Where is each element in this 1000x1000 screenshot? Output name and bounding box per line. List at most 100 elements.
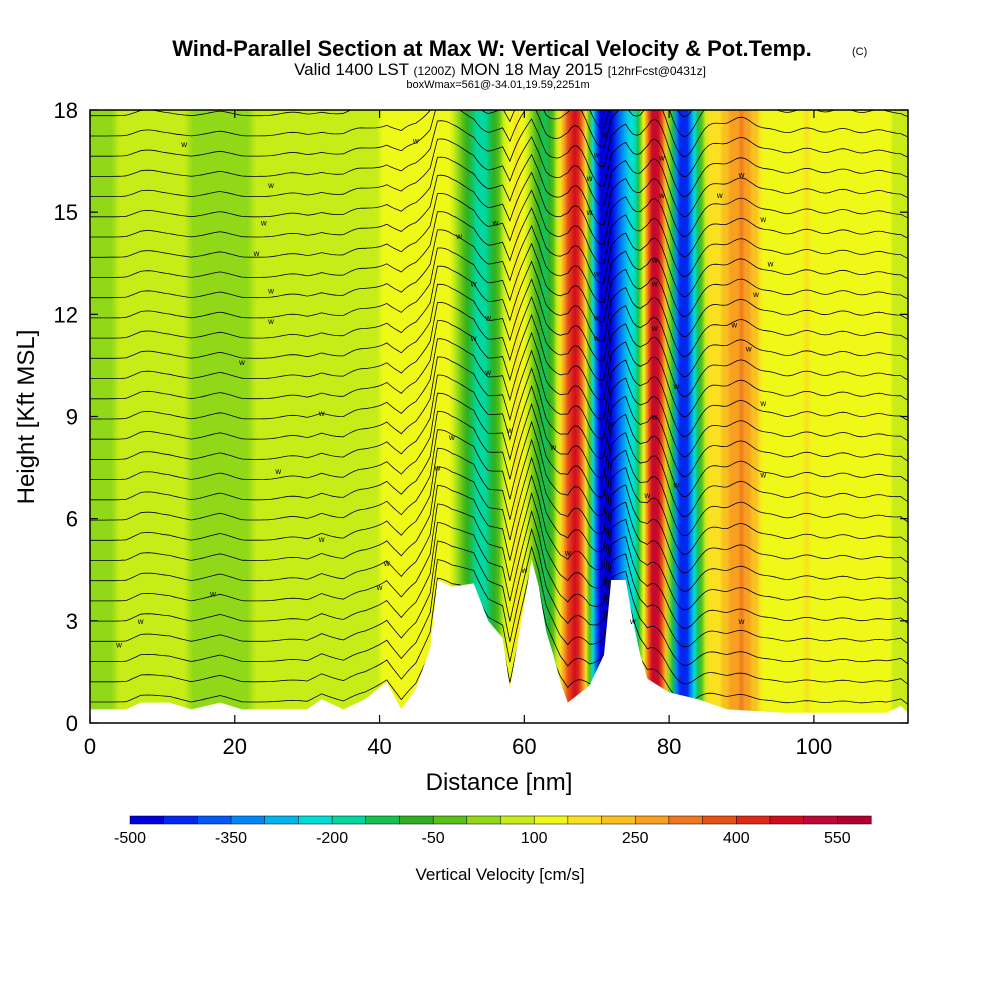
isentrope-line [90, 491, 908, 611]
contour-label: w [629, 617, 636, 626]
isentrope-line [90, 224, 908, 318]
isentrope-line [90, 207, 908, 298]
contour-label: w [600, 130, 607, 139]
x-tick-label: 20 [223, 734, 247, 759]
vertical-velocity-field [90, 110, 908, 723]
isentrope-line [90, 474, 908, 592]
colorbar-swatch [634, 815, 670, 825]
chart-title: Wind-Parallel Section at Max W: Vertical… [172, 36, 812, 61]
contour-label: w [593, 150, 600, 159]
colorbar [129, 815, 872, 825]
subtitle-valid: Valid 1400 LST [294, 60, 409, 79]
isentrope-line [90, 456, 908, 574]
isentrope-line [90, 545, 908, 666]
contour-label: w [253, 249, 260, 258]
contour-label: w [658, 191, 665, 200]
colorbar-tick-label: 100 [521, 830, 548, 847]
colorbar-swatch [230, 815, 266, 825]
contour-label: w [506, 426, 513, 435]
isentrope-line [90, 509, 908, 629]
colorbar-swatch [331, 815, 367, 825]
box-info: boxWmax=561@-34.01,19.59,2251m [406, 79, 589, 91]
contour-label: w [267, 317, 274, 326]
contour-label: w [767, 259, 774, 268]
y-tick-label: 18 [54, 98, 78, 123]
colorbar-swatch [803, 815, 838, 825]
x-tick-label: 60 [512, 734, 536, 759]
isentrope-line [90, 110, 908, 138]
contour-label: w [593, 269, 600, 278]
contour-label: w [752, 290, 759, 299]
contour-label: w [238, 358, 245, 367]
colorbar-swatch [702, 815, 737, 825]
contour-label: w [318, 535, 325, 544]
y-tick-label: 12 [54, 302, 78, 327]
isentrope-line [90, 278, 908, 378]
isentrope-line [90, 384, 908, 498]
contour-labels: w w w w w w w w w w w w w w w w w w w w w w w w w w w w w w w w w w w w w w w w… [115, 130, 774, 650]
subtitle-date: MON 18 May 2015 [460, 60, 603, 79]
colorbar-tick-label: -50 [422, 830, 445, 847]
contour-label: w [180, 140, 187, 149]
contour-label: w [484, 368, 491, 377]
colorbar-label: Vertical Velocity [cm/s] [415, 865, 584, 884]
contour-label: w [759, 215, 766, 224]
contour-label: w [644, 491, 651, 500]
contour-label: w [470, 334, 477, 343]
isentrope-line [90, 135, 908, 218]
isentrope-line [90, 349, 908, 458]
contour-label: w [658, 154, 665, 163]
contour-label: w [759, 470, 766, 479]
x-axis-label: Distance [nm] [426, 769, 573, 796]
colorbar-tick-label: 250 [622, 830, 649, 847]
isentrope-line [90, 295, 908, 398]
isentrope-line [90, 171, 908, 258]
colorbar-swatch [163, 815, 198, 825]
x-tick-label: 100 [796, 734, 833, 759]
x-tick-label: 80 [657, 734, 681, 759]
isentrope-line [90, 189, 908, 278]
colorbar-swatch [500, 815, 535, 825]
y-tick-label: 15 [54, 200, 78, 225]
contour-label: w [651, 280, 658, 289]
colorbar-swatch [197, 815, 232, 825]
colorbar-swatch [298, 815, 333, 825]
colorbar-swatch [129, 815, 165, 825]
isentrope-line [90, 563, 908, 685]
contour-label: w [115, 641, 122, 650]
colorbar-swatch [668, 815, 704, 825]
colorbar-tick-label: -500 [114, 830, 146, 847]
contour-label: w [586, 208, 593, 217]
contour-label: w [586, 174, 593, 183]
isentrope-line [90, 118, 908, 198]
subtitle-forecast: [12hrFcst@0431z] [608, 64, 706, 78]
contour-label: w [738, 617, 745, 626]
isentrope-line [90, 402, 908, 518]
colorbar-tick-label: 400 [723, 830, 750, 847]
x-tick-label: 0 [84, 734, 96, 759]
contour-label: w [549, 443, 556, 452]
contour-label: w [484, 314, 491, 323]
isentrope-line [90, 420, 908, 537]
contour-label: w [593, 334, 600, 343]
contour-label: w [672, 382, 679, 391]
contour-label: w [491, 218, 498, 227]
contour-label: w [651, 413, 658, 422]
contour-label: w [745, 344, 752, 353]
plot-area: w w w w w w w w w w w w w w w w w w w w w w w w w w w w w w w w w w w w w w w w… [90, 110, 908, 723]
contour-label: w [267, 286, 274, 295]
x-axis-ticks: 0 20 40 60 80 100 [84, 110, 832, 759]
y-tick-label: 3 [66, 609, 78, 634]
y-axis-label: Height [Kft MSL] [13, 330, 40, 505]
contour-label: w [267, 181, 274, 190]
contour-label: w [738, 171, 745, 180]
contour-label: w [730, 321, 737, 330]
x-tick-label: 40 [367, 734, 391, 759]
isentrope-line [90, 367, 908, 478]
contour-label: w [520, 566, 527, 575]
contour-label: w [383, 559, 390, 568]
contour-label: w [564, 549, 571, 558]
contour-label: w [318, 409, 325, 418]
colorbar-swatch [769, 815, 805, 825]
title-copyright: (C) [852, 46, 867, 58]
